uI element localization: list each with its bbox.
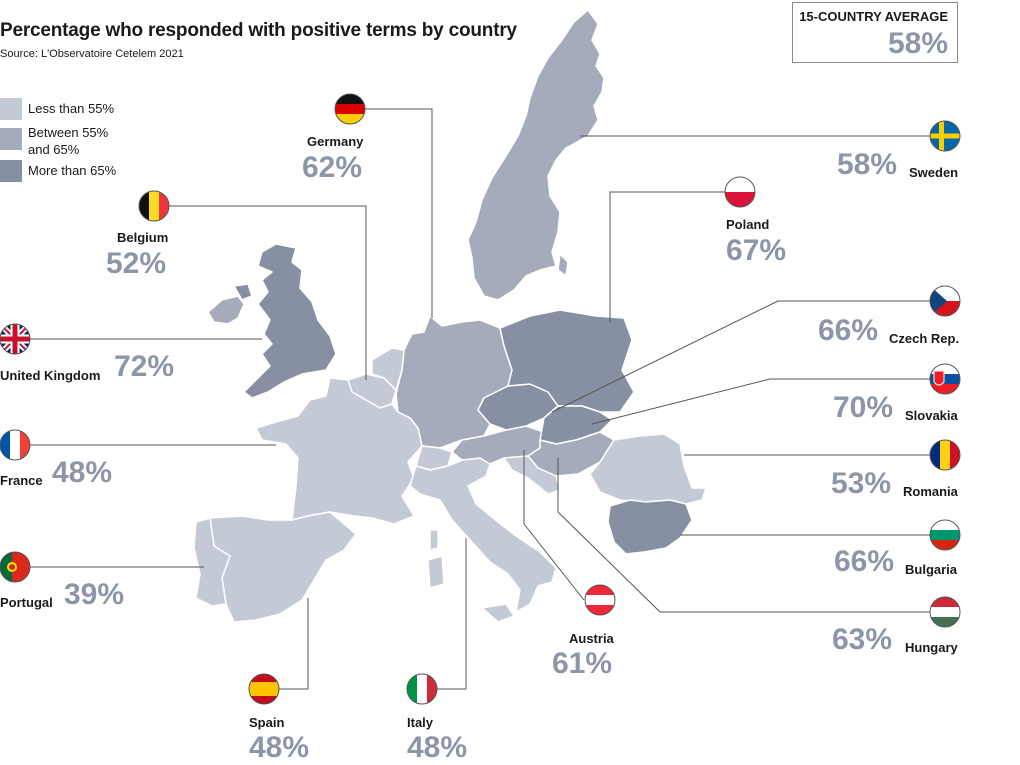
france-flag-icon (0, 429, 31, 461)
label-hungary-name: Hungary (905, 640, 958, 655)
label-sweden-name: Sweden (909, 165, 959, 180)
country-bulgaria (607, 499, 693, 555)
slovakia-flag-icon (929, 363, 961, 395)
legend-swatch-mid (0, 128, 22, 150)
leader-poland (609, 191, 725, 322)
label-sweden-value: 58% (837, 148, 898, 181)
label-italy-value: 48% (407, 731, 468, 764)
country-sardinia (427, 555, 445, 589)
spain-flag-icon (248, 673, 280, 705)
label-italy-name: Italy (407, 715, 434, 730)
country-hungary (527, 431, 615, 477)
label-austria-value: 61% (552, 647, 613, 680)
leader-spain (279, 598, 309, 690)
country-sweden-gotland (557, 253, 569, 277)
leader-italy (437, 538, 467, 690)
czech-flag-icon (929, 285, 961, 317)
average-box: 15-COUNTRY AVERAGE 58% (792, 2, 958, 63)
label-slovakia-name: Slovakia (905, 408, 958, 423)
label-spain-name: Spain (249, 715, 285, 730)
country-corsica (429, 529, 439, 551)
label-slovakia-value: 70% (833, 391, 894, 424)
label-france-name: France (0, 473, 43, 488)
country-portugal (193, 517, 231, 607)
portugal-flag-icon (0, 551, 31, 583)
country-northern-ireland (233, 283, 253, 301)
country-balkans (503, 455, 561, 495)
germany-flag-icon (334, 93, 366, 125)
label-germany-value: 62% (302, 151, 363, 184)
legend-label-low: Less than 55% (28, 101, 115, 116)
legend-item-high: More than 65% (0, 160, 128, 182)
country-united-kingdom (243, 243, 337, 399)
country-romania (589, 433, 707, 505)
leader-czech (551, 300, 930, 413)
legend-item-mid: Between 55% and 65% (0, 124, 120, 158)
average-value: 58% (887, 27, 948, 60)
romania-flag-icon (929, 439, 961, 471)
leader-hungary (557, 458, 930, 613)
label-bulgaria-name: Bulgaria (905, 562, 958, 577)
country-sicily (481, 603, 515, 623)
average-label: 15-COUNTRY AVERAGE (799, 9, 948, 24)
label-romania-name: Romania (903, 484, 958, 499)
chart-title: Percentage who responded with positive t… (0, 20, 517, 41)
legend-swatch-low (0, 98, 22, 120)
united-kingdom-flag-icon (0, 323, 31, 355)
country-netherlands (371, 347, 405, 391)
italy-flag-icon (406, 673, 438, 705)
country-sweden (467, 9, 605, 301)
label-bulgaria-value: 66% (834, 545, 895, 578)
sweden-flag-icon (929, 120, 961, 152)
leader-austria (523, 450, 585, 601)
label-uk-value: 72% (114, 350, 175, 383)
bulgaria-flag-icon (929, 519, 961, 551)
country-france (255, 377, 423, 525)
leader-germany (365, 108, 433, 318)
country-spain (209, 511, 357, 623)
label-portugal-name: Portugal (0, 595, 53, 610)
label-france-value: 48% (52, 456, 113, 489)
label-belgium-name: Belgium (117, 230, 169, 245)
label-austria-name: Austria (569, 631, 614, 646)
source-note: Source: L'Observatoire Cetelem 2021 (0, 48, 184, 60)
legend-item-low: Less than 55% (0, 98, 128, 120)
legend-swatch-high (0, 160, 22, 182)
hungary-flag-icon (929, 596, 961, 628)
label-germany-name: Germany (307, 134, 364, 149)
label-portugal-value: 39% (64, 578, 125, 611)
label-uk-name: United Kingdom (0, 368, 101, 383)
label-poland-value: 67% (726, 234, 787, 267)
belgium-flag-icon (138, 190, 170, 222)
leader-slovakia (591, 378, 930, 425)
label-czech-name: Czech Rep. (889, 331, 960, 346)
leader-belgium (169, 205, 367, 380)
label-belgium-value: 52% (106, 247, 167, 280)
label-czech-value: 66% (818, 314, 879, 347)
country-poland (499, 309, 635, 413)
legend-label-mid: Between 55% and 65% (28, 125, 109, 157)
legend-label-high: More than 65% (28, 163, 117, 178)
country-ireland (207, 295, 245, 325)
label-poland-name: Poland (726, 217, 770, 232)
label-hungary-value: 63% (832, 623, 893, 656)
austria-flag-icon (584, 584, 616, 616)
label-romania-value: 53% (831, 467, 892, 500)
label-spain-value: 48% (249, 731, 310, 764)
poland-flag-icon (724, 176, 756, 208)
